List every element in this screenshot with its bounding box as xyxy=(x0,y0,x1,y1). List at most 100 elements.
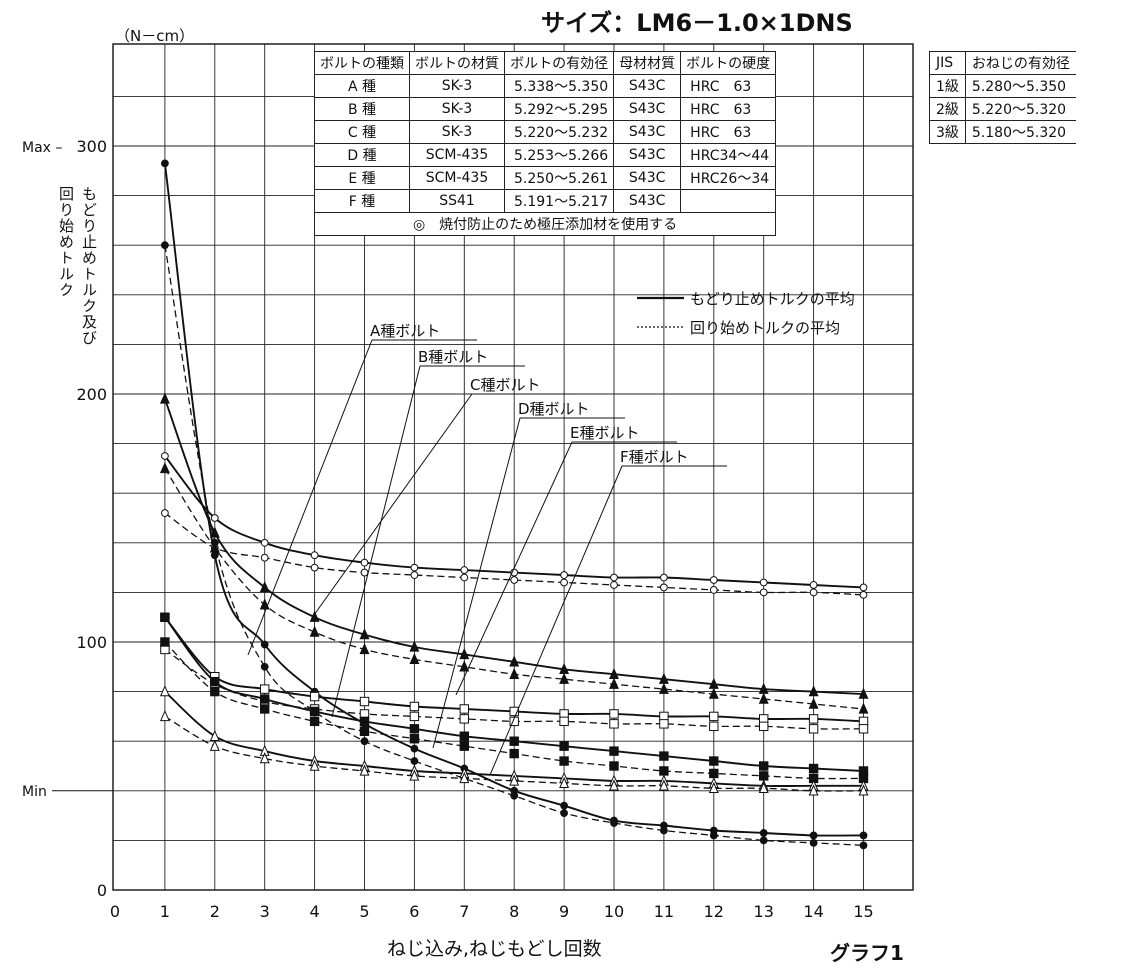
spec-header: ボルトの材質 xyxy=(409,51,505,75)
data-point-open-circle xyxy=(759,578,768,587)
x-axis-label: ねじ込み,ねじもどし回数 xyxy=(387,938,602,960)
series-line xyxy=(164,715,864,792)
spec-cell: SK-3 xyxy=(409,120,505,144)
jis-cell: 2級 xyxy=(929,97,966,121)
data-point-filled-triangle xyxy=(858,702,869,714)
data-point-open-circle xyxy=(859,590,868,599)
spec-row: E 種 SCM-435 5.250～5.261 S43C HRC26～34 xyxy=(314,166,777,190)
data-point-filled-circle xyxy=(759,829,768,837)
data-point-filled-square xyxy=(160,612,170,622)
data-point-open-circle xyxy=(709,586,718,594)
spec-cell: D 種 xyxy=(314,143,410,167)
callout-a-label: A種ボルト xyxy=(370,322,440,340)
spec-cell: HRC 63 xyxy=(680,97,777,121)
data-point-open-circle xyxy=(460,566,469,574)
data-point-filled-circle xyxy=(560,809,568,818)
data-point-filled-circle xyxy=(859,831,868,840)
data-point-filled-triangle xyxy=(409,640,420,652)
callout-leader xyxy=(313,393,473,616)
data-point-open-circle xyxy=(809,588,818,597)
data-point-filled-square xyxy=(359,726,370,736)
spec-cell: SCM-435 xyxy=(409,166,505,190)
data-point-open-circle xyxy=(460,573,469,582)
spec-row: F 種 SS41 5.191～5.217 S43C xyxy=(314,189,777,213)
data-point-filled-circle xyxy=(709,831,718,840)
data-point-open-circle xyxy=(360,558,369,567)
callout-d-label: D種ボルト xyxy=(518,400,590,418)
spec-cell: C 種 xyxy=(314,120,410,144)
data-point-open-square xyxy=(409,711,420,722)
data-point-filled-square xyxy=(210,676,220,687)
label-leaders xyxy=(247,339,727,776)
x-tick-label: 11 xyxy=(654,902,674,921)
jis-header-row: JIS おねじの有効径 xyxy=(929,51,1076,75)
data-point-filled-triangle xyxy=(808,685,819,697)
data-point-filled-circle xyxy=(161,241,169,250)
data-point-open-circle xyxy=(310,563,319,572)
data-point-open-square xyxy=(808,714,819,724)
x-tick-label: 3 xyxy=(260,902,270,921)
series-line xyxy=(164,512,864,596)
callout-leader xyxy=(489,465,623,776)
jis-cell: 1級 xyxy=(929,74,966,98)
data-point-open-square xyxy=(459,714,470,724)
data-point-filled-triangle xyxy=(259,581,270,593)
marker-group xyxy=(159,159,869,850)
data-point-open-square xyxy=(858,724,869,734)
data-point-filled-triangle xyxy=(409,652,420,665)
data-point-open-circle xyxy=(410,571,419,579)
data-point-open-circle xyxy=(859,583,868,592)
data-point-open-triangle xyxy=(858,784,869,796)
y-axis-label-col1: もどり止めトルク及び xyxy=(80,186,98,346)
x-tick-label: 15 xyxy=(853,902,873,921)
data-point-open-circle xyxy=(660,573,668,582)
jis-row: 3級 5.180～5.320 xyxy=(929,120,1076,144)
data-point-filled-circle xyxy=(210,551,219,560)
data-point-open-triangle xyxy=(159,709,170,722)
data-point-filled-triangle xyxy=(159,392,170,404)
x-tick-label: 4 xyxy=(310,902,320,921)
data-point-open-circle xyxy=(161,509,169,517)
data-point-filled-circle xyxy=(859,841,868,850)
data-point-open-triangle xyxy=(309,759,320,771)
x-tick-label: 8 xyxy=(509,902,519,921)
data-point-filled-triangle xyxy=(459,647,470,660)
callout-f-label: F種ボルト xyxy=(620,448,689,466)
spec-row: C 種 SK-3 5.220～5.232 S43C HRC 63 xyxy=(314,120,777,144)
data-point-filled-circle xyxy=(809,831,818,840)
jis-cell: 5.180～5.320 xyxy=(964,120,1076,144)
data-point-filled-circle xyxy=(260,640,269,649)
spec-cell: 5.220～5.232 xyxy=(503,120,615,144)
y-tick-label: 300 xyxy=(76,137,107,156)
figure-label: グラフ1 xyxy=(830,941,904,965)
spec-cell: 5.292～5.295 xyxy=(503,97,615,121)
y-max-marker: Max – xyxy=(22,140,62,156)
x-tick-label: 7 xyxy=(459,902,469,921)
data-point-open-triangle xyxy=(259,752,270,764)
data-point-filled-square xyxy=(609,746,619,756)
data-point-open-triangle xyxy=(808,784,819,796)
data-point-open-triangle xyxy=(708,781,719,794)
data-point-open-square xyxy=(759,721,769,732)
spec-cell: HRC34～44 xyxy=(680,143,777,167)
data-point-filled-triangle xyxy=(858,687,869,699)
jis-cell: 3級 xyxy=(929,120,966,144)
data-point-open-square xyxy=(659,719,669,729)
spec-note-row: ◎ 焼付防止のため極圧添加材を使用する xyxy=(313,212,777,236)
y-unit-label: （N－cm） xyxy=(115,27,194,45)
data-point-filled-square xyxy=(659,751,669,761)
data-point-open-circle xyxy=(759,588,768,597)
callout-leader xyxy=(455,441,573,696)
data-point-filled-triangle xyxy=(459,660,470,672)
data-point-filled-square xyxy=(459,741,470,751)
data-point-open-triangle xyxy=(559,776,570,789)
data-point-open-square xyxy=(509,706,519,717)
jis-cell: 5.220～5.320 xyxy=(964,97,1076,121)
spec-cell: E 種 xyxy=(314,166,410,190)
data-point-open-square xyxy=(409,701,420,712)
data-point-filled-circle xyxy=(161,159,169,168)
data-point-filled-triangle xyxy=(509,667,520,679)
jis-header: JIS xyxy=(929,51,966,75)
